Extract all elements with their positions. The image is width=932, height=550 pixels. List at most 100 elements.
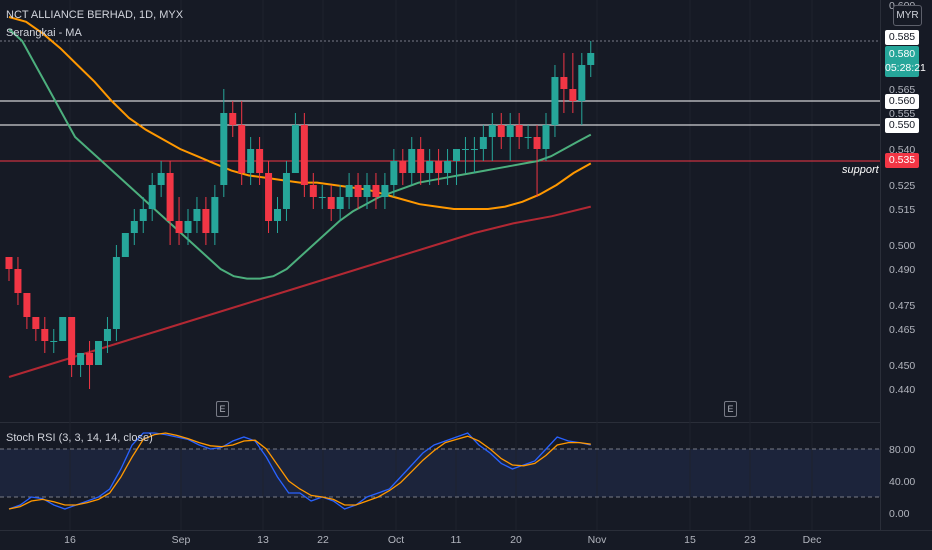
candle-body — [265, 173, 273, 221]
candle-body — [560, 77, 568, 89]
price-tick-label: 0.490 — [889, 264, 915, 276]
time-tick-label: Dec — [803, 534, 822, 546]
price-tick-label: 0.555 — [889, 108, 915, 120]
candle-body — [256, 149, 264, 173]
stoch-rsi-pane — [0, 432, 880, 510]
candle-body — [300, 125, 308, 185]
indicator-label[interactable]: Serangkai - MA — [6, 27, 82, 39]
candle-body — [68, 317, 76, 365]
candle-body — [121, 233, 129, 257]
price-tick-label: 0.515 — [889, 204, 915, 216]
stoch-rsi-line — [8, 432, 591, 510]
candle-body — [372, 185, 380, 197]
time-tick-label: Sep — [172, 534, 191, 546]
candle-body — [336, 197, 344, 209]
candle-body — [461, 149, 469, 150]
price-tick-label: 0.565 — [889, 84, 915, 96]
candle-body — [542, 125, 550, 149]
candle-body — [77, 353, 85, 365]
candle-body — [148, 185, 156, 209]
moving-average-line — [8, 16, 592, 210]
candle-body — [50, 341, 58, 342]
candle-body — [86, 353, 94, 365]
candle-body — [354, 185, 362, 197]
candle-body — [506, 125, 514, 137]
candle-body — [274, 209, 281, 221]
candle-body — [569, 89, 577, 101]
stoch-tick-label: 80.00 — [889, 444, 915, 456]
candle-body — [229, 113, 237, 125]
candle-body — [14, 269, 22, 293]
time-tick-label: 11 — [451, 534, 462, 546]
candle-body — [318, 197, 326, 198]
axes: 0.6000.5850.5750.5650.5550.5400.5250.515… — [64, 0, 915, 546]
time-tick-label: 22 — [317, 534, 329, 546]
price-tick-label: 0.450 — [889, 360, 915, 372]
stoch-tick-label: 40.00 — [889, 476, 915, 488]
candle-body — [497, 125, 505, 137]
stoch-band — [0, 449, 880, 497]
candle-body — [166, 173, 174, 221]
time-tick-label: 23 — [744, 534, 756, 546]
candle-body — [524, 137, 532, 138]
candle-body — [291, 125, 299, 173]
time-axis-separator — [0, 530, 932, 531]
candle-body — [399, 161, 407, 173]
candle-body — [238, 125, 246, 173]
candle-body — [157, 173, 165, 185]
price-tag-0585: 0.585 — [885, 30, 919, 45]
price-tag-0550: 0.550 — [885, 118, 919, 133]
last-price: 0.580 — [888, 48, 916, 60]
candle-body — [202, 209, 210, 233]
earnings-event-icon[interactable]: E — [724, 401, 737, 417]
pane-separator — [0, 422, 880, 423]
price-tag-0560: 0.560 — [885, 94, 919, 109]
candle-body — [488, 125, 496, 137]
last-price-tag: 0.580 05:28:21 — [885, 46, 926, 77]
price-tick-label: 0.500 — [889, 240, 915, 252]
candle-body — [551, 77, 559, 125]
currency-badge[interactable]: MYR — [893, 5, 922, 26]
price-tick-label: 0.440 — [889, 384, 915, 396]
candle-body — [103, 329, 111, 341]
candle-body — [417, 149, 425, 173]
stoch-rsi-line — [8, 432, 591, 510]
time-tick-label: 16 — [64, 534, 76, 546]
candle-body — [211, 197, 219, 233]
chart-title: NCT ALLIANCE BERHAD, 1D, MYX — [6, 9, 184, 21]
stoch-tick-label: 0.00 — [889, 508, 910, 520]
time-tick-label: Oct — [388, 534, 404, 546]
candle-body — [426, 161, 434, 173]
time-tick-label: Nov — [588, 534, 607, 546]
candle-body — [533, 137, 541, 149]
candle-body — [23, 293, 31, 317]
time-tick-label: 13 — [257, 534, 269, 546]
price-tick-label: 0.525 — [889, 180, 915, 192]
candle-body — [453, 149, 460, 161]
candle-body — [59, 317, 67, 341]
candle-body — [408, 149, 416, 173]
earnings-event-icon[interactable]: E — [216, 401, 229, 417]
price-tick-label: 0.465 — [889, 324, 915, 336]
candle-body — [5, 257, 13, 269]
candle-body — [184, 221, 192, 233]
candle-body — [578, 65, 586, 101]
candle-body — [435, 161, 443, 173]
price-tag-support: 0.535 — [885, 153, 919, 168]
candle-body — [247, 149, 255, 173]
time-tick-label: 20 — [510, 534, 522, 546]
support-label: support — [842, 164, 879, 176]
stoch-rsi-title[interactable]: Stoch RSI (3, 3, 14, 14, close) — [6, 432, 153, 444]
candle-body — [220, 113, 228, 185]
time-tick-label: 15 — [684, 534, 696, 546]
candle-body — [309, 185, 317, 197]
candle-body — [175, 221, 183, 233]
candle-body — [444, 161, 452, 173]
candle-body — [130, 221, 138, 233]
candle-body — [587, 53, 595, 65]
candle-body — [345, 185, 353, 197]
moving-average-line — [8, 205, 592, 378]
chart-grid — [0, 0, 932, 531]
candle-body — [515, 125, 523, 137]
candle-body — [327, 197, 335, 209]
